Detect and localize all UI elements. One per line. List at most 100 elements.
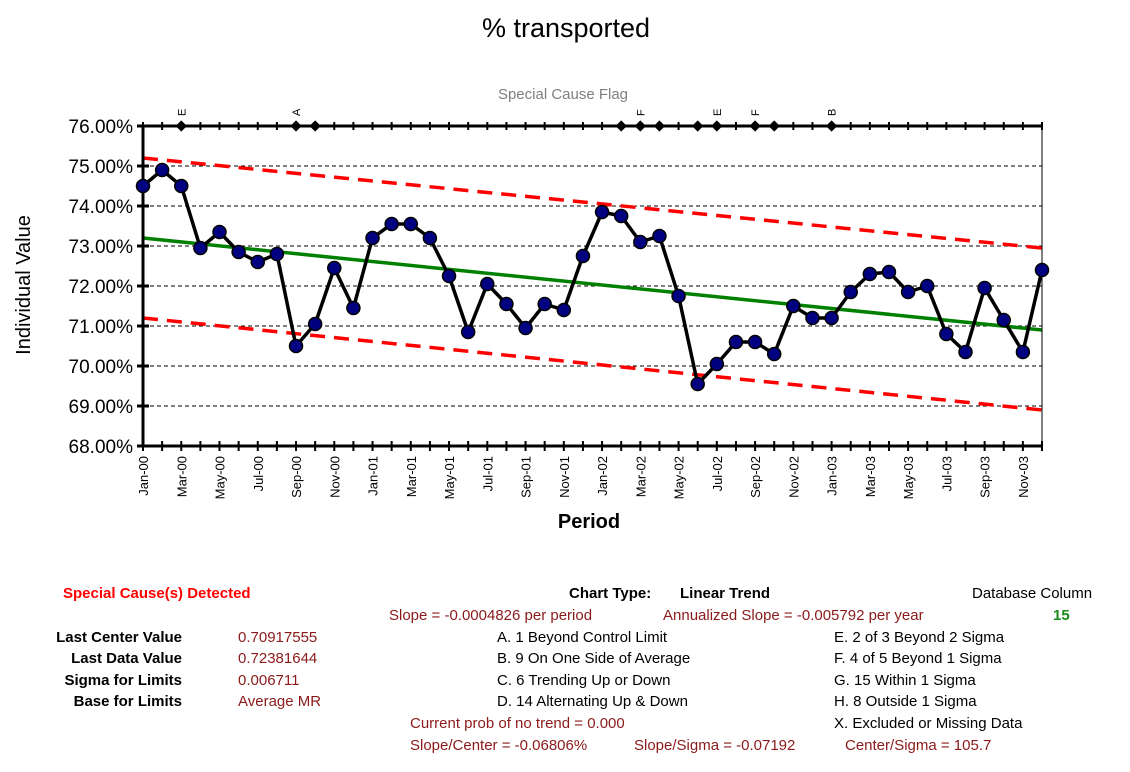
data-point [805,310,820,326]
x-tick-label: Sep-03 [978,456,993,498]
lower-control-limit [142,316,1043,412]
flag-marker [768,120,780,132]
data-point [250,254,266,270]
data-point [843,284,858,300]
data-point [671,288,686,304]
data-point [460,324,476,340]
data-point [958,344,973,360]
rule-item: H. 8 Outside 1 Sigma [834,693,977,710]
data-point [881,264,897,280]
stat-label: Base for Limits [73,693,182,710]
x-tick-label: May-00 [213,456,228,499]
data-point [480,276,495,292]
data-point [996,312,1011,328]
slope-sigma: Slope/Sigma = -0.07192 [634,737,796,754]
data-point [594,204,610,220]
y-tick-label: 72.00% [69,277,134,298]
x-tick-label: Nov-02 [786,456,801,498]
database-column-value: 15 [1053,607,1070,624]
flag-marker [749,120,761,132]
rule-item: A. 1 Beyond Control Limit [497,629,668,646]
y-tick-label: 76.00% [69,117,134,138]
data-point [690,376,705,392]
data-point [977,280,992,296]
x-tick-label: Sep-00 [289,456,304,498]
x-tick-label: Mar-00 [174,456,189,497]
data-point [575,248,591,264]
flag-label: E [176,109,188,116]
data-point [1015,344,1031,360]
y-tick-label: 69.00% [69,397,134,418]
data-point [862,266,878,282]
trend-lines [142,156,1043,412]
x-tick-label: Jul-03 [939,456,954,491]
flag-label: E [712,109,724,116]
flag-marker [711,120,723,132]
stat-label: Last Center Value [56,629,182,646]
x-tick-label: Jan-03 [825,456,840,496]
flag-marker [692,120,704,132]
chart-type-label: Chart Type: [569,585,652,602]
data-point [709,356,725,372]
stat-value: Average MR [238,693,322,710]
data-point [174,178,189,194]
flag-title: Special Cause Flag [498,86,628,103]
data-point [766,346,782,362]
y-tick-label: 68.00% [69,437,134,458]
rule-item: E. 2 of 3 Beyond 2 Sigma [834,629,1005,646]
tick-labels: 68.00% 69.00% 70.00% 71.00% 72.00% 73.00% 74.0… [69,117,1031,499]
x-tick-label: Jan-01 [366,456,381,496]
chart-title: % transported [482,13,650,43]
stat-value: 0.70917555 [238,629,318,646]
rule-item: B. 9 On One Side of Average [497,650,691,667]
center-trend-line [142,236,1043,332]
flag-marker [634,120,646,132]
y-tick-label: 73.00% [69,237,134,258]
x-tick-label: Sep-02 [748,456,763,498]
x-tick-label: Mar-02 [633,456,648,497]
data-point [193,240,208,256]
stat-label: Last Data Value [71,650,182,667]
rule-item: F. 4 of 5 Beyond 1 Sigma [834,650,1002,667]
x-tick-label: Mar-01 [404,456,419,497]
y-tick-label: 75.00% [69,157,134,178]
x-tick-label: Jan-00 [136,456,151,496]
flag-marker [615,120,627,132]
data-point [939,326,954,342]
database-column-label: Database Column [972,585,1093,602]
stat-value: 0.006711 [238,672,300,689]
data-point [1034,262,1050,278]
stat-value: 0.72381644 [238,650,318,667]
annualized-slope-text: Annualized Slope = -0.005792 per year [663,607,924,624]
x-tick-label: Nov-00 [327,456,342,498]
prob-no-trend: Current prob of no trend = 0.000 [410,715,625,732]
flag-marker [653,120,666,132]
rule-item: C. 6 Trending Up or Down [497,672,671,689]
x-tick-label: Nov-03 [1016,456,1031,498]
data-point [346,300,361,316]
slope-text: Slope = -0.0004826 per period [389,607,593,624]
data-point [307,316,323,332]
flag-label: F [750,109,762,116]
x-tick-label: May-03 [901,456,916,499]
data-point [384,216,399,232]
x-tick-label: Nov-01 [557,456,572,498]
flag-label: B [827,109,839,116]
data-point [613,208,629,224]
data-point [728,334,744,350]
data-point [652,228,667,244]
y-tick-label: 74.00% [69,197,134,218]
data-point [288,338,304,354]
data-line [141,168,1044,386]
data-point [441,268,457,284]
flag-marker [309,120,321,132]
data-point [327,260,342,276]
x-axis-label: Period [558,511,620,533]
x-tick-label: Jul-01 [480,456,495,491]
y-tick-label: 70.00% [69,357,134,378]
center-sigma: Center/Sigma = 105.7 [845,737,992,754]
y-tick-label: 71.00% [69,317,134,338]
y-axis-label: Individual Value [13,215,35,355]
data-point [518,320,533,336]
